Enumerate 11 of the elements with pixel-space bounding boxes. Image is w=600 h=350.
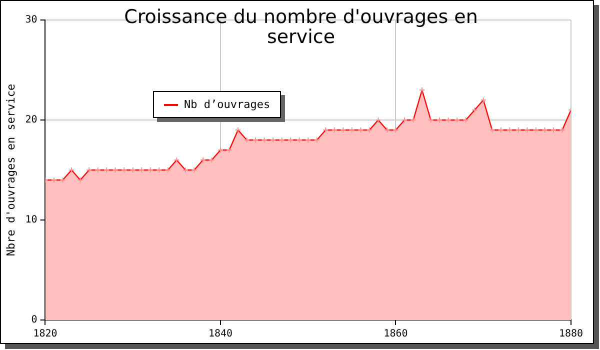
x-tick-label: 1860 <box>384 328 408 340</box>
x-tick-label: 1820 <box>33 328 58 340</box>
x-tick-label: 1840 <box>208 328 233 340</box>
y-tick-label: 0 <box>31 314 38 326</box>
legend-label: Nb d’ouvrages <box>184 98 270 111</box>
x-tick-label: 1880 <box>558 328 584 340</box>
chart-title: Croissance du nombre d'ouvrages en service <box>123 6 479 48</box>
y-axis-title: Nbre d'ouvrages en service <box>4 84 18 256</box>
y-tick-label: 30 <box>25 14 38 26</box>
y-tick-label: 10 <box>25 214 38 226</box>
y-tick-label: 20 <box>25 114 38 126</box>
